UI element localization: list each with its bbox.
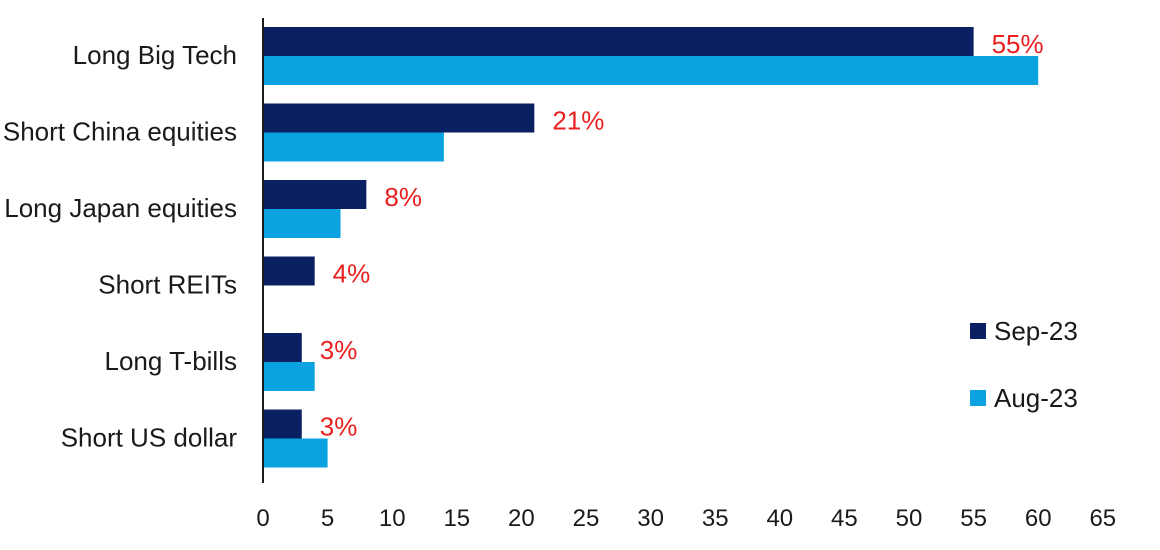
category-label: Long T-bills bbox=[105, 346, 238, 376]
x-tick-label: 15 bbox=[443, 505, 470, 532]
category-label: Short US dollar bbox=[61, 423, 238, 453]
bar-sep-23 bbox=[264, 103, 535, 133]
x-tick-label: 40 bbox=[766, 505, 793, 532]
legend-label: Aug-23 bbox=[994, 383, 1078, 413]
x-tick-label: 0 bbox=[256, 505, 269, 532]
labels-layer: Long Big Tech 55% Short China equities 21% L… bbox=[3, 29, 1044, 453]
bar-sep-23 bbox=[264, 27, 974, 56]
axis-layer: 0 5 10 15 20 25 30 35 40 45 50 55 60 65 bbox=[256, 18, 1116, 532]
category-label: Long Japan equities bbox=[4, 193, 237, 223]
legend-swatch bbox=[970, 390, 986, 406]
x-tick-label: 50 bbox=[896, 505, 923, 532]
bars-layer bbox=[264, 27, 1039, 468]
bar-aug-23 bbox=[264, 132, 444, 162]
bar-sep-23 bbox=[264, 180, 367, 209]
bar-aug-23 bbox=[264, 438, 328, 468]
data-label: 55% bbox=[992, 29, 1044, 59]
x-tick-label: 55 bbox=[960, 505, 987, 532]
bar-sep-23 bbox=[264, 409, 302, 439]
legend-label: Sep-23 bbox=[994, 316, 1078, 346]
data-label: 3% bbox=[320, 412, 358, 442]
data-label: 21% bbox=[552, 106, 604, 136]
category-label: Short China equities bbox=[3, 117, 237, 147]
x-tick-label: 5 bbox=[321, 505, 334, 532]
category-label: Long Big Tech bbox=[73, 40, 237, 70]
x-tick-label: 30 bbox=[637, 505, 664, 532]
x-tick-label: 65 bbox=[1089, 505, 1116, 532]
data-label: 3% bbox=[320, 335, 358, 365]
x-tick-label: 60 bbox=[1025, 505, 1052, 532]
bar-aug-23 bbox=[264, 56, 1039, 85]
bar-sep-23 bbox=[264, 333, 302, 362]
x-tick-label: 45 bbox=[831, 505, 858, 532]
x-tick-label: 25 bbox=[573, 505, 600, 532]
bar-aug-23 bbox=[264, 362, 315, 391]
legend-swatch bbox=[970, 323, 986, 339]
bar-sep-23 bbox=[264, 256, 315, 286]
data-label: 8% bbox=[384, 182, 422, 212]
x-tick-label: 10 bbox=[379, 505, 406, 532]
category-label: Short REITs bbox=[98, 270, 237, 300]
data-label: 4% bbox=[333, 259, 371, 289]
bar-aug-23 bbox=[264, 209, 341, 238]
x-tick-label: 35 bbox=[702, 505, 729, 532]
legend: Sep-23 Aug-23 bbox=[970, 316, 1078, 413]
x-tick-label: 20 bbox=[508, 505, 535, 532]
